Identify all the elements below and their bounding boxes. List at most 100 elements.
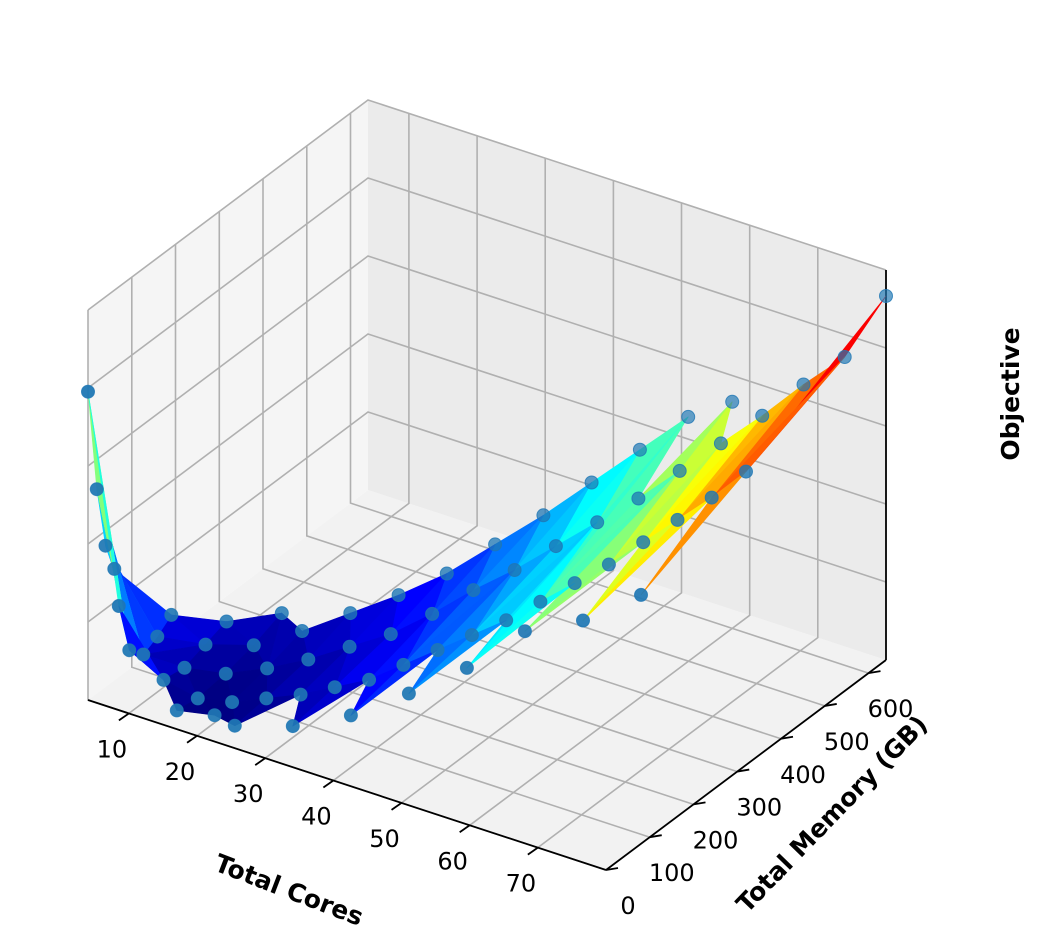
- surface-face: [466, 582, 576, 669]
- x-tick-label: 60: [437, 847, 468, 875]
- data-point: [301, 652, 316, 667]
- x-tick: [186, 735, 198, 744]
- data-point: [634, 587, 648, 602]
- data-point: [567, 576, 582, 591]
- data-point: [285, 719, 300, 734]
- data-point: [576, 613, 590, 628]
- surface-face: [350, 649, 438, 716]
- y-tick-label: 500: [824, 728, 870, 756]
- surface-face: [408, 619, 507, 694]
- data-point: [533, 594, 548, 609]
- data-point: [177, 660, 192, 675]
- data-point: [343, 606, 358, 621]
- data-point: [190, 691, 205, 706]
- surface-face: [234, 694, 301, 727]
- data-point: [670, 512, 685, 527]
- data-point: [681, 409, 696, 424]
- data-point: [342, 639, 357, 654]
- x-grid-line: [469, 225, 751, 826]
- x-axis-label: Total Cores: [211, 848, 368, 931]
- data-point: [636, 535, 651, 550]
- back-pane: [368, 100, 886, 660]
- z-axis-label: Objective: [996, 327, 1025, 460]
- x-tick: [254, 757, 266, 766]
- data-point: [401, 686, 416, 701]
- data-point: [391, 588, 406, 603]
- data-point: [122, 643, 137, 658]
- x-tick-label: 50: [369, 825, 400, 853]
- y-grid-line: [305, 145, 826, 707]
- data-point: [837, 350, 852, 364]
- surface-face: [582, 497, 713, 621]
- data-point: [295, 624, 310, 638]
- data-point: [260, 661, 275, 676]
- data-point: [150, 629, 165, 644]
- data-point: [98, 538, 113, 553]
- data-point: [459, 660, 474, 675]
- data-point: [755, 408, 770, 423]
- data-point: [590, 515, 605, 530]
- data-point: [499, 613, 514, 628]
- y-tick-label: 600: [868, 695, 914, 723]
- data-point: [507, 563, 522, 577]
- y-tick-label: 0: [620, 892, 635, 920]
- z-grid-line: [87, 255, 887, 467]
- data-point: [739, 464, 753, 479]
- data-point: [107, 561, 122, 576]
- y-tick-label: 100: [649, 859, 695, 887]
- x-tick-label: 10: [97, 735, 128, 763]
- x-grid-line: [401, 202, 683, 804]
- surface-face: [640, 471, 747, 596]
- x-tick: [527, 846, 539, 856]
- data-point: [704, 490, 719, 505]
- data-point: [293, 687, 308, 702]
- y-tick: [693, 801, 706, 806]
- y-tick-label: 400: [780, 761, 826, 789]
- z-grid-line: [87, 99, 887, 311]
- y-tick: [868, 670, 881, 675]
- data-point: [156, 672, 171, 687]
- x-tick: [459, 824, 471, 834]
- data-point: [517, 624, 532, 639]
- axis-ticks: 10 20 30 40 50 60 70 0 100 200 300 400 500 600: [97, 670, 914, 920]
- data-point: [584, 475, 599, 490]
- data-point: [89, 482, 104, 497]
- y-tick-label: 200: [693, 826, 739, 854]
- y-grid-line: [218, 211, 738, 773]
- data-point: [111, 599, 126, 613]
- data-point: [632, 442, 647, 457]
- x-tick-label: 30: [233, 780, 264, 808]
- data-point: [225, 695, 240, 710]
- y-axis-line: [605, 659, 887, 871]
- data-point: [274, 606, 289, 621]
- data-point: [327, 680, 342, 695]
- x-tick: [118, 712, 130, 722]
- surface-face: [118, 605, 164, 681]
- y-tick: [605, 867, 619, 871]
- data-markers: [81, 289, 893, 734]
- data-point: [259, 691, 274, 706]
- y-tick: [824, 703, 837, 707]
- data-point: [536, 508, 551, 523]
- axis-panes: [88, 100, 886, 870]
- axis-lines: [87, 270, 887, 871]
- side-pane: [88, 100, 368, 700]
- surface-face: [176, 698, 215, 716]
- data-point: [425, 606, 440, 621]
- data-point: [227, 718, 242, 733]
- data-point: [343, 708, 358, 723]
- data-point: [164, 607, 179, 622]
- data-point: [548, 539, 563, 554]
- z-grid-line: [87, 411, 887, 623]
- data-point: [198, 637, 213, 652]
- data-point: [396, 657, 411, 672]
- data-point: [464, 628, 479, 643]
- x-grid-line: [332, 180, 615, 782]
- data-point: [362, 672, 377, 687]
- surface-mesh: [87, 295, 887, 727]
- data-point: [383, 627, 398, 642]
- data-point: [136, 647, 151, 662]
- surface-face: [292, 679, 370, 727]
- z-grid-line: [87, 177, 887, 389]
